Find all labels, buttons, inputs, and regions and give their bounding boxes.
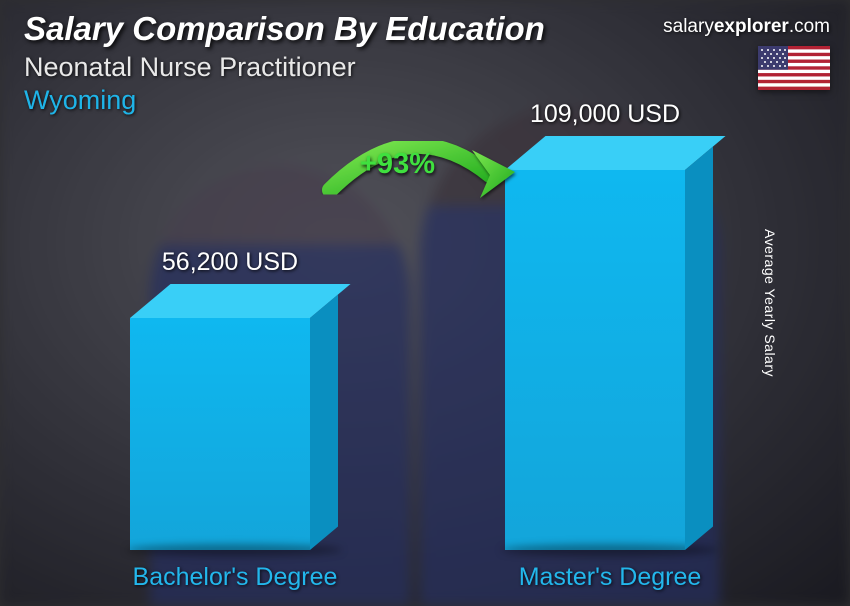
country-flag-icon — [758, 46, 830, 90]
bar-category-label: Bachelor's Degree — [105, 563, 365, 592]
chart-bar — [505, 170, 685, 550]
increase-percent-label: +93% — [360, 148, 435, 181]
brand-suffix: .com — [789, 16, 830, 37]
bar-chart: 56,200 USDBachelor's Degree109,000 USDMa… — [0, 140, 850, 606]
brand-bold: explorer — [714, 16, 789, 37]
bar-category-label: Master's Degree — [480, 563, 740, 592]
brand-prefix: salary — [663, 16, 714, 37]
brand-text: salaryexplorer.com — [663, 16, 830, 38]
bar-value-label: 56,200 USD — [100, 248, 360, 277]
brand-block: salaryexplorer.com — [663, 16, 830, 90]
chart-bar — [130, 318, 310, 550]
